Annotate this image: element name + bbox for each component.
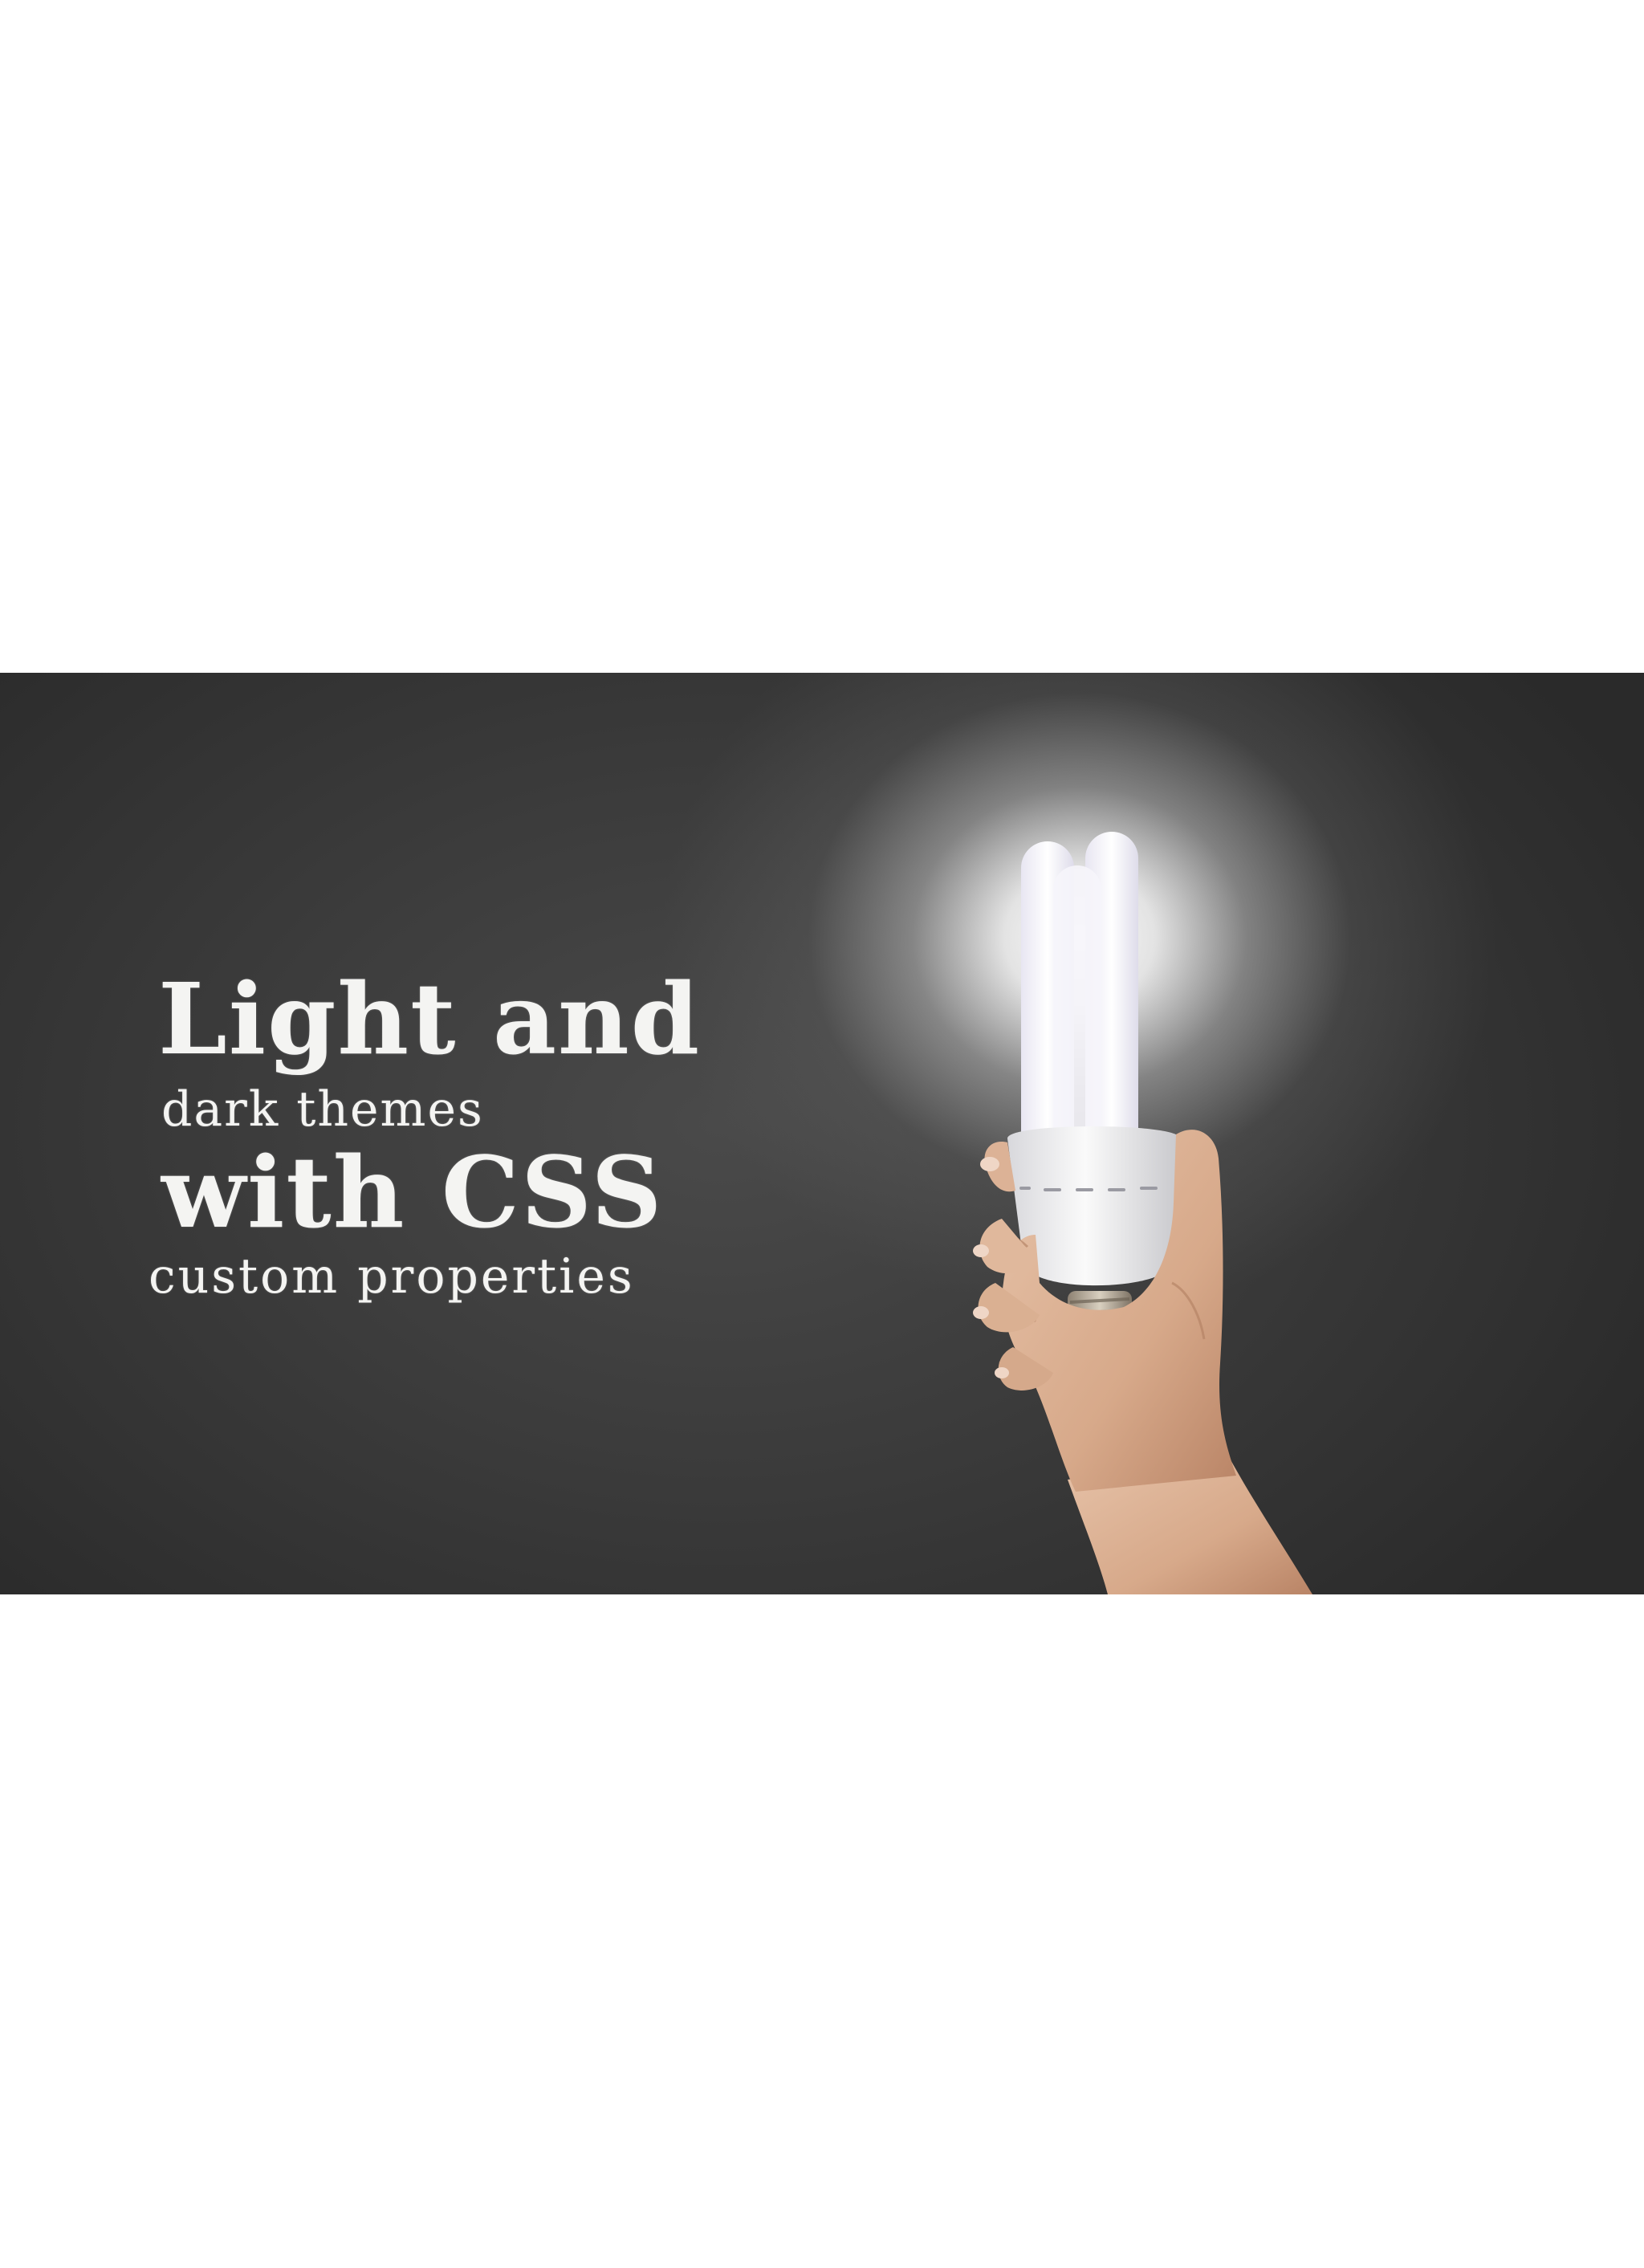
headline-line-1: Light and bbox=[158, 961, 702, 1077]
headline-line-4: custom properties bbox=[149, 1248, 635, 1305]
banner-headline: Light and dark themes with CSS custom pr… bbox=[149, 970, 701, 1301]
hand-holding-light-bulb-icon bbox=[973, 832, 1312, 1594]
headline-line-2: dark themes bbox=[161, 1081, 484, 1138]
hero-banner: Light and dark themes with CSS custom pr… bbox=[0, 673, 1644, 1594]
headline-line-3: with CSS bbox=[161, 1134, 664, 1250]
